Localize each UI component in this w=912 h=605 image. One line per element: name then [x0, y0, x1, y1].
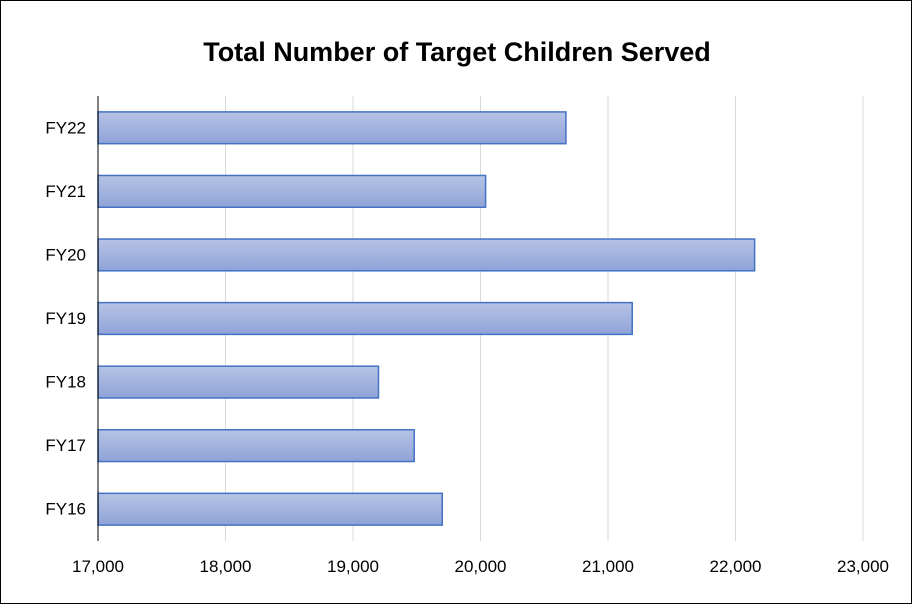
- bar-fy21: [97, 174, 487, 208]
- x-tick-label: 19,000: [327, 557, 379, 576]
- x-tick-label: 21,000: [582, 557, 634, 576]
- bars: [97, 111, 756, 526]
- chart-title: Total Number of Target Children Served: [203, 37, 711, 67]
- bar-fy17: [97, 429, 415, 463]
- y-tick-label: FY22: [45, 118, 86, 137]
- y-tick-label: FY20: [45, 245, 86, 264]
- bar-fy18: [97, 365, 380, 399]
- x-axis-labels: 17,000 18,000 19,000 20,000 21,000 22,000 23,0…: [72, 557, 889, 576]
- bar-fy20: [97, 238, 756, 272]
- x-tick-label: 23,000: [837, 557, 889, 576]
- x-tick-label: 22,000: [710, 557, 762, 576]
- y-tick-label: FY18: [45, 373, 86, 392]
- bar-fy16: [97, 492, 443, 526]
- y-tick-label: FY21: [45, 182, 86, 201]
- y-axis-labels: FY16 FY17 FY18 FY19 FY20 FY21 FY22: [45, 118, 86, 518]
- x-tick-label: 18,000: [200, 557, 252, 576]
- bar-fy22: [97, 111, 567, 145]
- y-tick-label: FY16: [45, 500, 86, 519]
- y-tick-label: FY19: [45, 309, 86, 328]
- bar-fy19: [97, 301, 633, 336]
- x-tick-label: 20,000: [455, 557, 507, 576]
- x-tick-label: 17,000: [72, 557, 124, 576]
- y-tick-label: FY17: [45, 436, 86, 455]
